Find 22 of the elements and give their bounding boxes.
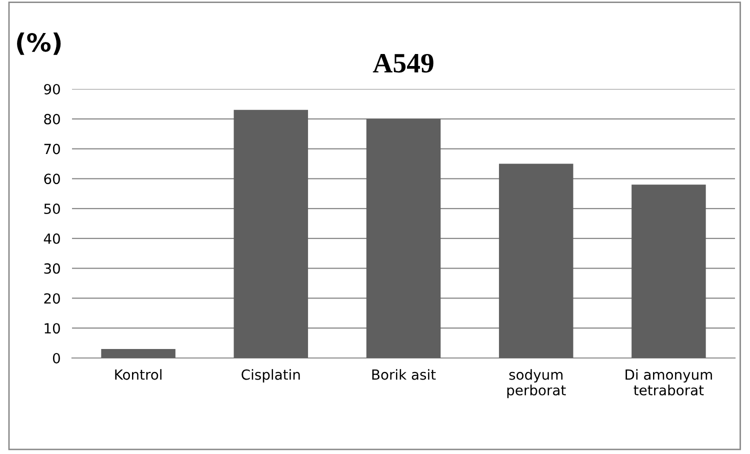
x-tick-label: Kontrol [115, 369, 162, 380]
y-tick-label: 90 [44, 84, 60, 94]
y-tick-label: 70 [44, 144, 60, 154]
y-tick-label: 20 [44, 293, 60, 304]
x-tick-label: Cisplatin [242, 369, 300, 383]
y-tick-label: 80 [44, 114, 60, 124]
bar [632, 184, 706, 358]
bar [101, 349, 176, 358]
x-tick-label: Di amonyum tetraborat [626, 369, 712, 396]
y-tick-label: 30 [44, 263, 60, 274]
bar [498, 164, 574, 358]
y-tick-label: 0 [52, 352, 60, 364]
y-tick-label: 10 [44, 323, 60, 334]
x-tick-label: Borik asit [372, 369, 436, 380]
y-axis-title: (%) [17, 32, 61, 55]
chart-title: A549 [372, 54, 434, 73]
bar [366, 118, 441, 358]
y-tick-label: 50 [44, 204, 60, 214]
y-tick-label: 60 [44, 174, 60, 184]
x-tick-label: sodyum perborat [507, 369, 566, 398]
bar [234, 110, 308, 358]
y-tick-label: 40 [44, 233, 60, 244]
